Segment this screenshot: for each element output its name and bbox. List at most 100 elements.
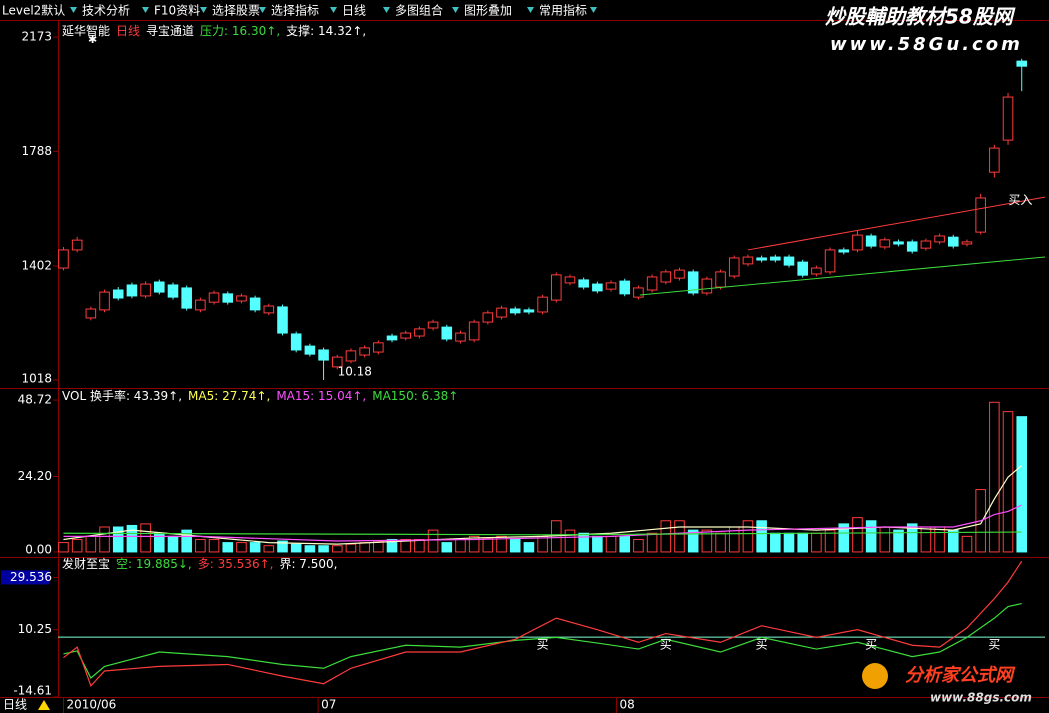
toolbar-button[interactable]: 技术分析 — [82, 4, 130, 18]
candle-body — [359, 347, 370, 356]
volume-bar — [112, 526, 124, 553]
volume-bar — [592, 535, 603, 553]
toolbar-button[interactable]: 日线 — [342, 4, 366, 18]
volume-bar — [852, 517, 863, 553]
volume-bar — [496, 535, 507, 553]
y-tick-label: 24.20 — [18, 469, 52, 483]
volume-bar — [701, 529, 713, 553]
period-button[interactable]: 日线 — [3, 698, 27, 712]
buy-signal: 买 — [537, 638, 549, 652]
header-item: 界: 7.500, — [279, 557, 337, 571]
volume-bar — [989, 401, 1000, 553]
volume-bar — [947, 529, 959, 553]
candle-body — [975, 197, 986, 233]
y-tick-label: 10.25 — [18, 622, 52, 636]
y-tick-label: 1788 — [21, 144, 52, 158]
candle-body — [619, 280, 631, 295]
volume-bar — [167, 535, 179, 553]
volume-bar — [414, 538, 425, 553]
toolbar-bg — [0, 0, 1049, 20]
candle-body — [400, 332, 412, 339]
toolbar-button[interactable]: 常用指标 — [539, 3, 587, 18]
candle-body — [126, 284, 138, 297]
header-item: 发财至宝 — [62, 556, 110, 571]
dropdown-arrow — [590, 7, 597, 13]
panel-header: VOL 换手率: 43.39↑, MA5: 27.74↑, MA15: 15.04↑… — [62, 388, 458, 403]
candle-body — [373, 342, 384, 353]
candle-body — [140, 283, 151, 297]
header-item: 寻宝通道 — [146, 24, 194, 38]
dropdown-arrow — [142, 7, 149, 13]
buy-signal: 买 — [988, 638, 1000, 652]
indicator-line — [63, 504, 1022, 542]
watermark-logo — [862, 663, 888, 689]
candle-body — [455, 332, 466, 342]
candle-body — [797, 261, 808, 276]
candle-body — [167, 284, 179, 298]
candle-body — [154, 281, 165, 293]
toolbar-button[interactable]: Level2默认 — [2, 3, 65, 18]
candle-body — [331, 356, 343, 368]
candle-body — [222, 293, 234, 303]
candle-body — [783, 256, 795, 266]
volume-bar — [865, 520, 877, 553]
toolbar-button[interactable]: F10资料 — [154, 4, 200, 18]
toolbar-button[interactable]: 图形叠加 — [464, 4, 512, 18]
candle-body — [441, 326, 453, 340]
volume-bar — [893, 529, 904, 553]
volume-bar — [71, 538, 83, 553]
candle-body — [687, 271, 699, 294]
candle-body — [592, 283, 603, 292]
volume-bar — [811, 532, 822, 553]
volume-bar — [619, 535, 631, 553]
volume-bar — [687, 529, 699, 553]
header-item: MA5: 27.74↑, — [188, 389, 270, 403]
volume-bar — [906, 523, 918, 553]
candle-body — [728, 257, 740, 277]
volume-bar — [1002, 411, 1014, 553]
volume-bar — [715, 532, 726, 553]
x-tick-label: 07 — [321, 698, 336, 712]
volume-bar — [934, 526, 945, 553]
candle-body — [947, 236, 959, 247]
period-icon — [38, 700, 50, 710]
volume-bar — [523, 542, 535, 553]
y-tick-label: -14.61 — [13, 684, 52, 698]
candle-body — [468, 321, 480, 341]
annotation: 买入 — [1008, 193, 1032, 207]
volume-bar — [277, 540, 288, 553]
volume-bar — [674, 520, 685, 553]
candle-body — [646, 276, 658, 291]
volume-bar — [509, 538, 521, 553]
volume-bar — [236, 542, 247, 553]
volume-bar — [797, 532, 808, 553]
candle-body — [181, 287, 192, 309]
trend-line — [747, 196, 1046, 251]
x-tick-label: 08 — [620, 698, 635, 712]
volume-bar — [290, 543, 302, 553]
toolbar-button[interactable]: 选择股票 — [212, 4, 260, 18]
candle-body — [537, 296, 548, 313]
dropdown-arrow — [330, 7, 337, 13]
buy-signal: 买 — [660, 638, 672, 652]
volume-bar — [468, 535, 480, 553]
volume-bar — [304, 545, 316, 553]
toolbar-button[interactable]: 多图组合 — [395, 3, 443, 18]
volume-bar — [318, 545, 329, 553]
indicator-line — [63, 560, 1023, 688]
volume-bar — [359, 542, 370, 553]
toolbar-button[interactable]: 选择指标 — [271, 3, 319, 18]
candle-body — [236, 295, 247, 302]
y-tick-label: 48.72 — [18, 393, 52, 407]
watermark-title: 炒股輔助教材58股网 — [825, 5, 1016, 29]
watermark-bottom-url: www.88gs.com — [930, 691, 1032, 705]
candle-body — [920, 240, 932, 249]
candle-body — [879, 239, 891, 248]
y-tick-label: 1402 — [21, 258, 52, 272]
volume-bar — [605, 535, 617, 553]
candle-body — [318, 349, 329, 361]
candle-body — [523, 309, 535, 313]
y-tick-label: 2173 — [21, 30, 52, 44]
candle-body — [482, 312, 494, 323]
candle-body — [564, 276, 576, 284]
